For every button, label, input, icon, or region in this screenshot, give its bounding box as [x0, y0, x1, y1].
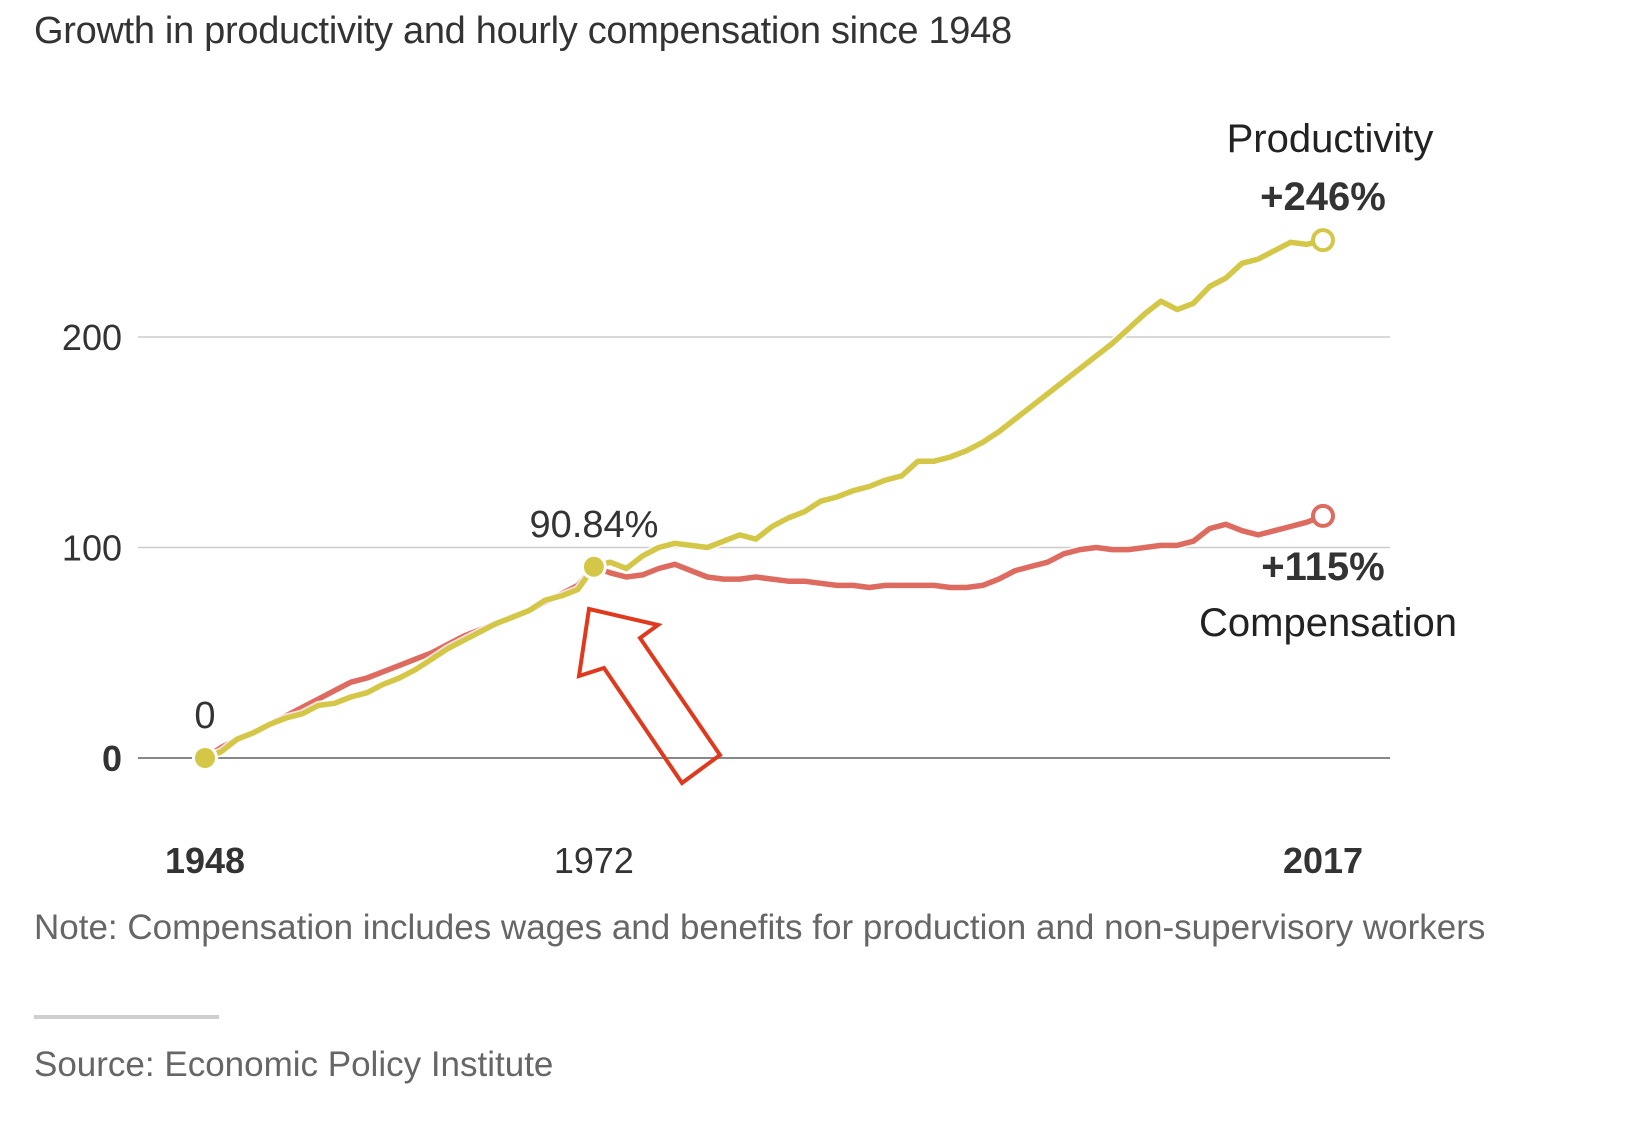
origin-value-label: 0 — [194, 695, 215, 737]
compensation-series-label: Compensation — [1199, 601, 1457, 645]
chart-source: Source: Economic Policy Institute — [34, 1045, 554, 1084]
series-lines — [200, 235, 1328, 763]
divergence-point-marker — [583, 556, 604, 577]
series-line-halo — [200, 511, 1328, 763]
y-tick-label: 200 — [62, 317, 122, 358]
line-chart: 0 100 200 1948 1972 2017 Productivity +246% … — [62, 117, 1457, 881]
divergence-value-label: 90.84% — [530, 504, 659, 546]
series-markers — [192, 228, 1335, 771]
productivity-end-marker — [1311, 228, 1335, 253]
productivity-series-label: Productivity — [1227, 117, 1434, 161]
divider — [34, 1015, 219, 1019]
compensation-end-value-label: +115% — [1261, 545, 1384, 589]
annotation-labels: Productivity +246% +115% Compensation 0 … — [194, 117, 1457, 737]
x-tick-label: 1948 — [165, 840, 245, 881]
x-tick-label: 2017 — [1283, 840, 1363, 881]
compensation-end-marker — [1311, 503, 1335, 528]
y-tick-label: 0 — [102, 738, 122, 779]
x-tick-label: 1972 — [554, 840, 634, 881]
productivity-line — [202, 237, 1326, 761]
chart-title: Growth in productivity and hourly compen… — [34, 10, 1012, 52]
y-axis-ticks: 0 100 200 — [62, 317, 122, 779]
x-axis-ticks: 1948 1972 2017 — [165, 840, 1363, 881]
compensation-line — [202, 513, 1326, 761]
y-tick-label: 100 — [62, 528, 122, 569]
chart-note: Note: Compensation includes wages and be… — [34, 908, 1486, 947]
annotation-arrow-icon — [576, 606, 723, 786]
origin-point-marker — [195, 748, 215, 768]
productivity-end-value-label: +246% — [1260, 175, 1386, 219]
